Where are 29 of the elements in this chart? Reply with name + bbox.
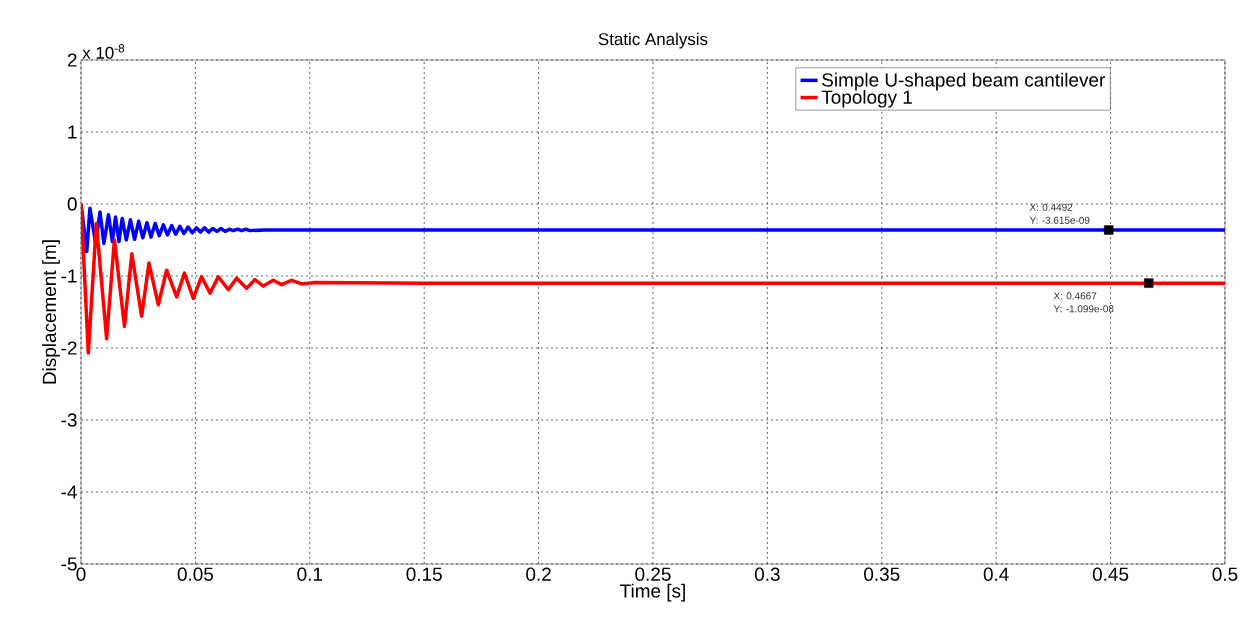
y-tick-label: -3 — [61, 413, 77, 427]
x-tick-label: 0.3 — [754, 567, 780, 581]
annotation: Y: -3.615e-09 — [1029, 216, 1090, 224]
x-tick-label: 0.15 — [406, 567, 442, 581]
y-tick-label: 1 — [68, 125, 77, 139]
x-tick-label: 0.1 — [297, 567, 323, 581]
x-tick-label: 0.45 — [1092, 567, 1129, 581]
x-tick-label: 0 — [76, 567, 86, 581]
x-tick-label: 0.5 — [1212, 567, 1238, 581]
y-tick-label: -2 — [61, 341, 77, 355]
annotation: Y: -1.099e-08 — [1053, 305, 1114, 313]
x-tick-label: 0.4 — [983, 567, 1009, 581]
y-tick-label: -4 — [61, 485, 77, 499]
annotation: X: 0.4667 — [1053, 292, 1097, 300]
chart-title: Static Analysis — [598, 32, 708, 49]
y-tick-label: -5 — [61, 557, 77, 571]
legend-label: Topology 1 — [821, 89, 912, 108]
y-tick-label: -1 — [61, 269, 77, 283]
annotation: X: 0.4492 — [1029, 203, 1073, 211]
x-tick-label: 0.05 — [177, 567, 214, 581]
x-tick-label: 0.35 — [864, 567, 900, 581]
x-axis-title: Time [s] — [620, 583, 685, 602]
x-tick-label: 0.25 — [635, 567, 671, 581]
y-tick-label: 2 — [67, 53, 77, 67]
y-tick-label: 0 — [67, 197, 77, 211]
y-axis-title: Displacement [m] — [42, 240, 60, 384]
text: x 10$^{-8}$ — [82, 44, 125, 59]
x-tick-label: 0.2 — [526, 567, 551, 581]
legend-label: Simple U-shaped beam cantilever — [822, 72, 1105, 91]
